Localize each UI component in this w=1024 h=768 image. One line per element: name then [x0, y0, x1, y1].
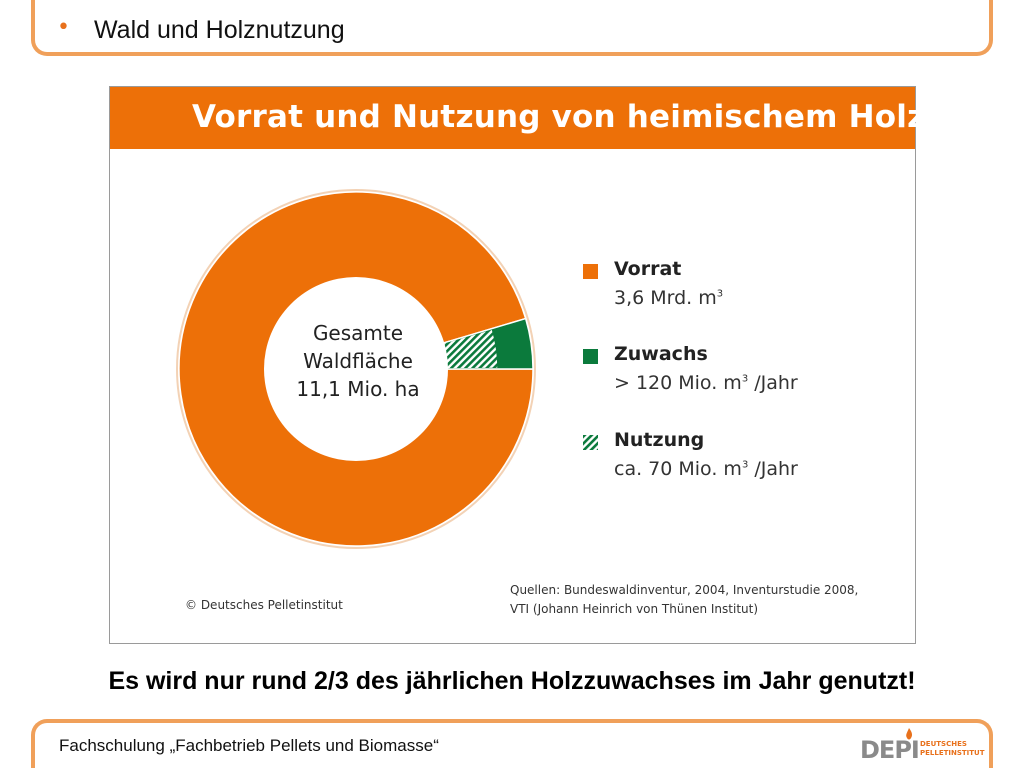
depi-logo: DEPI DEUTSCHES PELLETINSTITUT	[860, 728, 985, 766]
donut-hole	[264, 277, 448, 461]
conclusion-text: Es wird nur rund 2/3 des jährlichen Holz…	[108, 667, 916, 695]
center-label-line-3: 11,1 Mio. ha	[296, 377, 420, 401]
pie-slice-nutzung	[440, 329, 498, 369]
infographic-panel: Vorrat und Nutzung von heimischem Holz G…	[109, 86, 925, 644]
legend-value-vorrat: 3,6 Mrd. m3	[614, 287, 724, 309]
center-label-line-1: Gesamte	[312, 321, 404, 345]
header-bullet: •	[57, 15, 70, 40]
footer-frame	[31, 719, 993, 768]
legend-swatch-zuwachs	[583, 349, 598, 364]
legend-swatch-nutzung	[583, 435, 598, 450]
infographic-title: Vorrat und Nutzung von heimischem Holz	[192, 99, 926, 135]
legend-label-nutzung: Nutzung	[614, 429, 705, 451]
donut-center-label: Gesamte Waldfläche 11,1 Mio. ha	[268, 319, 448, 403]
legend-label-vorrat: Vorrat	[614, 258, 682, 280]
center-label-line-2: Waldfläche	[303, 349, 413, 373]
donut-outline	[176, 189, 536, 549]
footer-text: Fachschulung „Fachbetrieb Pellets und Bi…	[59, 736, 439, 755]
logo-subtitle: DEUTSCHES PELLETINSTITUT	[920, 740, 985, 757]
legend-swatch-vorrat	[583, 264, 598, 279]
legend-value-zuwachs: > 120 Mio. m3 /Jahr	[614, 372, 798, 394]
flame-icon	[906, 728, 913, 740]
copyright-note: © Deutsches Pelletinstitut	[185, 598, 343, 612]
slide-title: Wald und Holznutzung	[94, 16, 345, 44]
legend-label-zuwachs: Zuwachs	[614, 343, 708, 365]
infographic-title-bar: Vorrat und Nutzung von heimischem Holz	[110, 87, 925, 149]
sources-line-1: Quellen: Bundeswaldinventur, 2004, Inven…	[510, 583, 859, 597]
legend-value-nutzung: ca. 70 Mio. m3 /Jahr	[614, 458, 798, 480]
sources-note: Quellen: Bundeswaldinventur, 2004, Inven…	[510, 581, 858, 619]
logo-wordmark: DEPI	[860, 736, 920, 764]
sources-line-2: VTI (Johann Heinrich von Thünen Institut…	[510, 602, 759, 616]
donut-chart	[176, 189, 536, 549]
header-frame	[31, 0, 993, 56]
